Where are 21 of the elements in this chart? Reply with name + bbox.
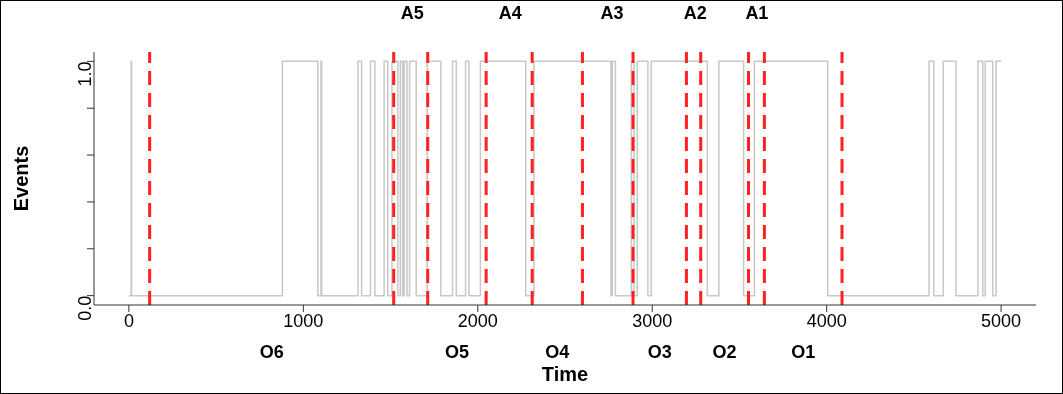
text: O6 [259,341,284,362]
text: O4 [545,341,570,362]
x-tick-label: 4000 [806,310,847,331]
y-tick-label: 0.0 [75,295,96,321]
x-axis-title: Time [541,363,589,385]
text: O1 [791,341,816,362]
x-tick-label: 0 [123,310,134,331]
y-axis-title: Events [10,145,33,212]
x-tick-label: 1000 [283,310,324,331]
annotation: A3 [600,3,624,24]
x-tick-label: 3000 [632,310,673,331]
text: O2 [712,341,737,362]
annotation: A2 [683,3,707,24]
text: O3 [647,341,672,362]
y-tick-label: 1.0 [75,61,96,87]
annotation: A1 [745,3,769,24]
text: O5 [444,341,469,362]
x-tick-label: 2000 [457,310,498,331]
x-tick-label: 5000 [981,310,1022,331]
annotation: A5 [400,3,424,24]
annotation: A4 [498,3,522,24]
